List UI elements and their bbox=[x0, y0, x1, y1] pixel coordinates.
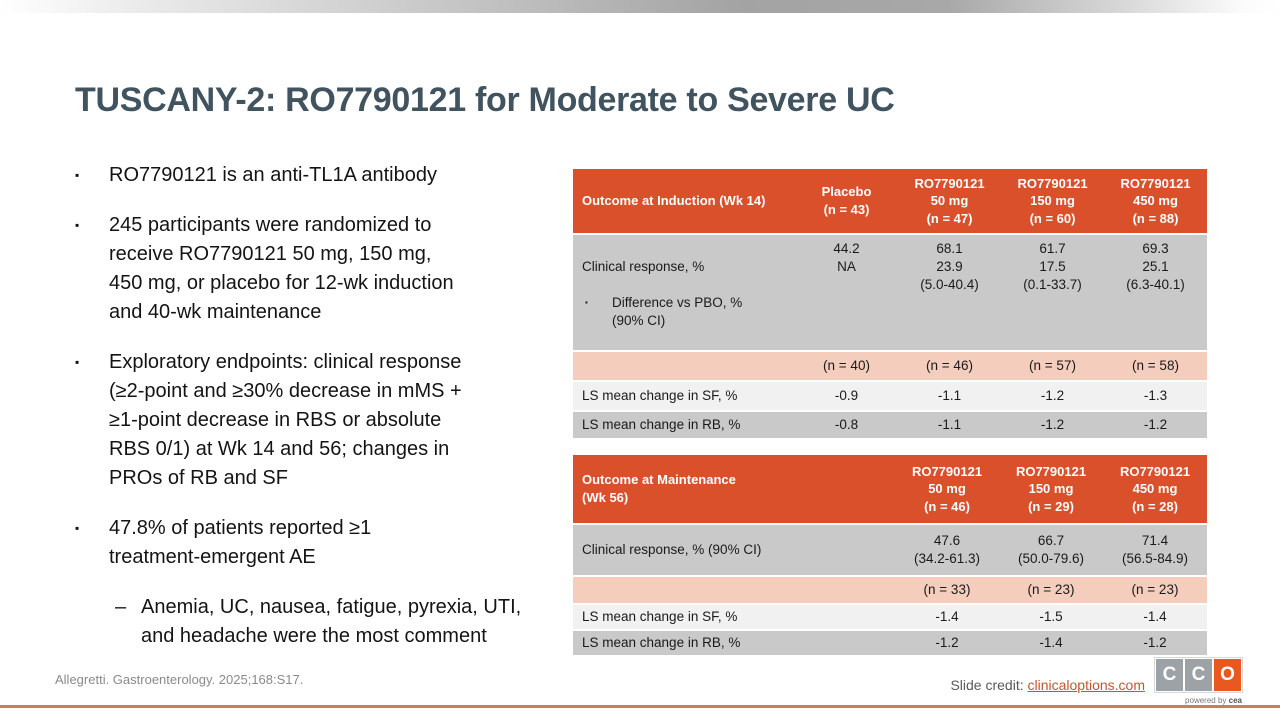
column-header: Outcome at Induction (Wk 14) bbox=[573, 169, 795, 233]
footer-divider-line bbox=[0, 705, 1280, 708]
table-row: Clinical response, % ▪ Difference vs PBO… bbox=[573, 235, 1207, 350]
table-row: Clinical response, % (90% CI) 47.6 (34.2… bbox=[573, 524, 1207, 575]
table-cell: (n = 33) bbox=[895, 576, 999, 603]
bullet-item: ▪ 245 participants were randomized to re… bbox=[75, 211, 580, 327]
row-label-cell: Clinical response, % ▪ Difference vs PBO… bbox=[573, 235, 795, 350]
sub-bullet-text: Anemia, UC, nausea, fatigue, pyrexia, UT… bbox=[141, 596, 522, 647]
maintenance-table: Outcome at Maintenance (Wk 56) RO7790121… bbox=[573, 453, 1207, 657]
bullet-item: ▪ RO7790121 is an anti-TL1A antibody bbox=[75, 161, 580, 190]
cco-logo-squares: C C O bbox=[1154, 657, 1243, 693]
square-bullet-icon: ▪ bbox=[75, 521, 80, 535]
table-cell: -1.4 bbox=[895, 604, 999, 629]
table-cell: -1.4 bbox=[999, 630, 1103, 655]
square-bullet-icon: ▪ bbox=[75, 355, 80, 369]
row-label-cell: LS mean change in SF, % bbox=[573, 381, 795, 410]
dash-bullet-icon: – bbox=[115, 596, 127, 618]
bullet-list: ▪ RO7790121 is an anti-TL1A antibody ▪ 2… bbox=[75, 161, 580, 651]
page-title: TUSCANY-2: RO7790121 for Moderate to Sev… bbox=[75, 80, 895, 119]
row-label-cell: Clinical response, % (90% CI) bbox=[573, 524, 895, 575]
row-label-cell: LS mean change in RB, % bbox=[573, 411, 795, 438]
row-label-cell: LS mean change in SF, % bbox=[573, 604, 895, 629]
table-cell: (n = 57) bbox=[1001, 351, 1104, 380]
table-cell: 44.2 NA bbox=[795, 235, 898, 350]
table-row: LS mean change in SF, % -1.4 -1.5 -1.4 bbox=[573, 604, 1207, 629]
bullet-text: 245 participants were randomized to rece… bbox=[109, 214, 454, 323]
induction-header-row: Outcome at Induction (Wk 14) Placebo (n … bbox=[573, 169, 1207, 233]
table-cell: (n = 23) bbox=[999, 576, 1103, 603]
bullet-text: Exploratory endpoints: clinical response… bbox=[109, 351, 462, 489]
results-tables: Outcome at Induction (Wk 14) Placebo (n … bbox=[573, 167, 1207, 657]
row-label-cell: LS mean change in RB, % bbox=[573, 630, 895, 655]
cco-logo: C C O powered by cea bbox=[1154, 657, 1243, 705]
bullet-item: ▪ Exploratory endpoints: clinical respon… bbox=[75, 348, 580, 493]
slide-credit: Slide credit: clinicaloptions.com bbox=[950, 677, 1145, 693]
logo-letter-tile: C bbox=[1156, 659, 1183, 691]
table-cell: (n = 46) bbox=[898, 351, 1001, 380]
column-header: RO7790121 50 mg (n = 47) bbox=[898, 169, 1001, 233]
table-cell: -1.2 bbox=[895, 630, 999, 655]
square-bullet-icon: ▪ bbox=[585, 298, 588, 308]
sub-bullet-item: – Anemia, UC, nausea, fatigue, pyrexia, … bbox=[115, 593, 580, 651]
table-cell: -1.2 bbox=[1001, 411, 1104, 438]
column-header: RO7790121 150 mg (n = 60) bbox=[1001, 169, 1104, 233]
column-header: RO7790121 450 mg (n = 88) bbox=[1104, 169, 1207, 233]
slide-credit-label: Slide credit: bbox=[950, 677, 1028, 693]
table-cell: -0.9 bbox=[795, 381, 898, 410]
table-cell: -1.5 bbox=[999, 604, 1103, 629]
table-cell: -1.3 bbox=[1104, 381, 1207, 410]
table-cell: -0.8 bbox=[795, 411, 898, 438]
table-cell: 68.1 23.9 (5.0-40.4) bbox=[898, 235, 1001, 350]
column-header: Placebo (n = 43) bbox=[795, 169, 898, 233]
bullet-text: RO7790121 is an anti-TL1A antibody bbox=[109, 164, 437, 186]
table-cell: 71.4 (56.5-84.9) bbox=[1103, 524, 1207, 575]
maintenance-header-row: Outcome at Maintenance (Wk 56) RO7790121… bbox=[573, 454, 1207, 523]
table-cell: (n = 40) bbox=[795, 351, 898, 380]
column-header: RO7790121 50 mg (n = 46) bbox=[895, 454, 999, 523]
row-label-cell bbox=[573, 351, 795, 380]
induction-table: Outcome at Induction (Wk 14) Placebo (n … bbox=[573, 167, 1207, 440]
row-label-cell bbox=[573, 576, 895, 603]
table-cell: (n = 23) bbox=[1103, 576, 1207, 603]
table-cell: 69.3 25.1 (6.3-40.1) bbox=[1104, 235, 1207, 350]
citation-text: Allegretti. Gastroenterology. 2025;168:S… bbox=[55, 672, 304, 687]
square-bullet-icon: ▪ bbox=[75, 168, 80, 182]
table-cell: 61.7 17.5 (0.1-33.7) bbox=[1001, 235, 1104, 350]
table-cell: 47.6 (34.2-61.3) bbox=[895, 524, 999, 575]
logo-tagline: powered by cea bbox=[1185, 696, 1242, 705]
table-cell: 66.7 (50.0-79.6) bbox=[999, 524, 1103, 575]
column-header: RO7790121 450 mg (n = 28) bbox=[1103, 454, 1207, 523]
table-row: (n = 40) (n = 46) (n = 57) (n = 58) bbox=[573, 351, 1207, 380]
table-row: LS mean change in SF, % -0.9 -1.1 -1.2 -… bbox=[573, 381, 1207, 410]
table-cell: -1.2 bbox=[1104, 411, 1207, 438]
table-cell: -1.1 bbox=[898, 381, 1001, 410]
column-header: Outcome at Maintenance (Wk 56) bbox=[573, 454, 895, 523]
square-bullet-icon: ▪ bbox=[75, 218, 80, 232]
table-cell: -1.1 bbox=[898, 411, 1001, 438]
row-sublabel: ▪ Difference vs PBO, % (90% CI) bbox=[582, 294, 793, 330]
slide-credit-link[interactable]: clinicaloptions.com bbox=[1027, 677, 1146, 693]
table-cell: (n = 58) bbox=[1104, 351, 1207, 380]
logo-letter-tile: C bbox=[1185, 659, 1212, 691]
top-gradient-bar bbox=[0, 0, 1280, 13]
table-cell: -1.2 bbox=[1001, 381, 1104, 410]
table-row: LS mean change in RB, % -1.2 -1.4 -1.2 bbox=[573, 630, 1207, 655]
table-cell: -1.2 bbox=[1103, 630, 1207, 655]
row-sublabel-text: Difference vs PBO, % (90% CI) bbox=[612, 295, 743, 329]
row-label: Clinical response, % bbox=[582, 258, 705, 274]
bullet-item: ▪ 47.8% of patients reported ≥1 treatmen… bbox=[75, 514, 580, 572]
bullet-text: 47.8% of patients reported ≥1 treatment-… bbox=[109, 517, 372, 568]
column-header: RO7790121 150 mg (n = 29) bbox=[999, 454, 1103, 523]
logo-letter-tile: O bbox=[1214, 659, 1241, 691]
table-row: LS mean change in RB, % -0.8 -1.1 -1.2 -… bbox=[573, 411, 1207, 438]
table-row: (n = 33) (n = 23) (n = 23) bbox=[573, 576, 1207, 603]
table-cell: -1.4 bbox=[1103, 604, 1207, 629]
